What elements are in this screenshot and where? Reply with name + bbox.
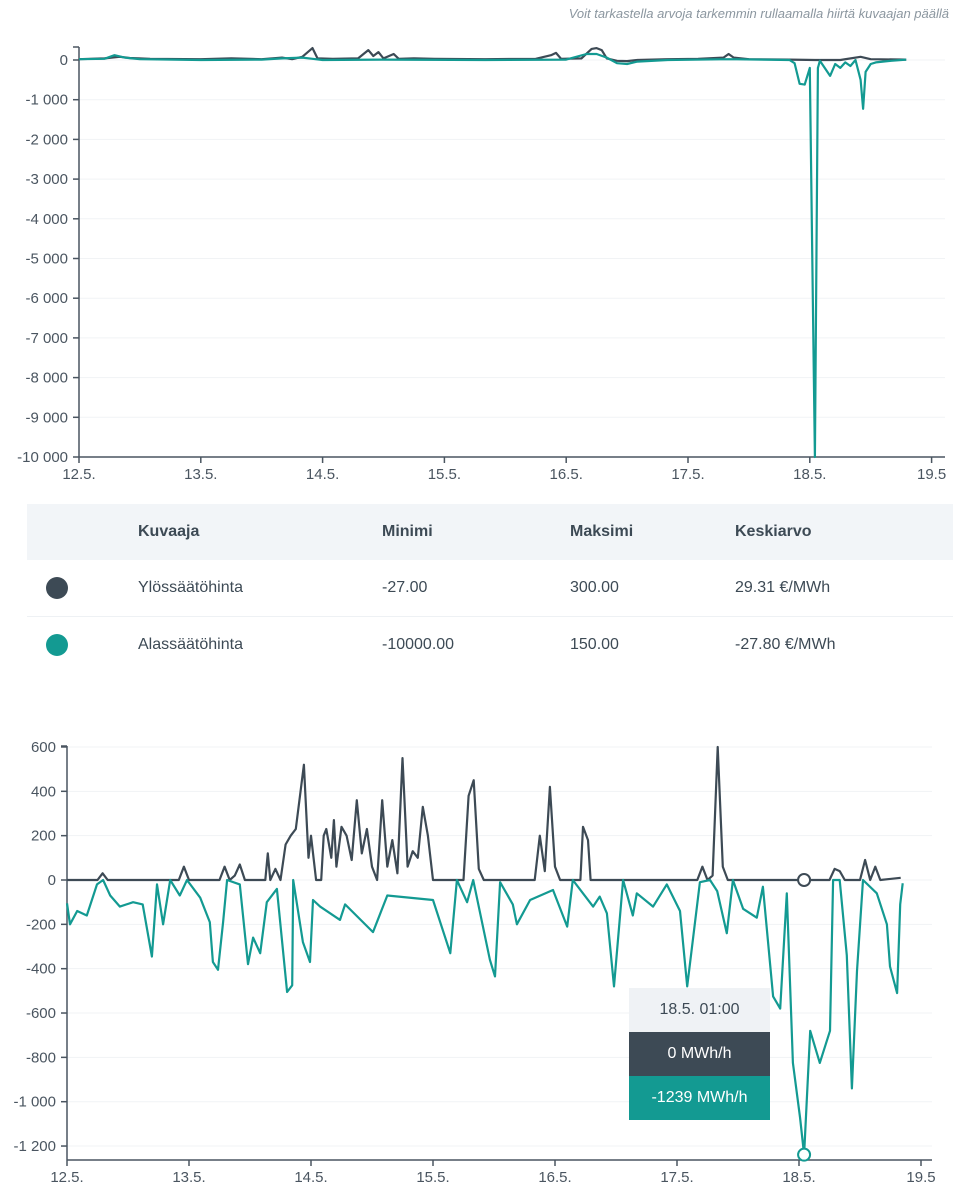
- y-tick-label: -4 000: [25, 211, 68, 228]
- series-name: Ylössäätöhinta: [138, 579, 243, 596]
- series-name: Alassäätöhinta: [138, 636, 243, 653]
- series-max: 150.00: [570, 636, 619, 653]
- x-tick-label: 16.5.: [550, 466, 583, 483]
- y-tick-label: -1 000: [25, 92, 68, 109]
- series-avg: -27.80 €/MWh: [735, 636, 836, 653]
- tooltip-down-value: -1239 MWh/h: [629, 1076, 770, 1120]
- y-tick-label: -8 000: [25, 370, 68, 387]
- y-tick-label: -1 000: [13, 1094, 56, 1111]
- y-tick-label: 0: [60, 52, 68, 69]
- y-tick-label: 0: [48, 872, 56, 889]
- y-tick-label: -10 000: [17, 449, 68, 466]
- y-tick-label: -200: [26, 916, 56, 933]
- header-chart: Kuvaaja: [138, 523, 200, 540]
- x-tick-label: 15.5.: [416, 1169, 449, 1186]
- series-line-alassäätöhinta: [78, 52, 907, 459]
- y-tick-label: -2 000: [25, 131, 68, 148]
- x-tick-label: 13.5.: [184, 466, 217, 483]
- x-tick-label: 18.5.: [782, 1169, 815, 1186]
- y-tick-label: 600: [31, 739, 56, 756]
- y-tick-label: -9 000: [25, 409, 68, 426]
- y-tick-label: 400: [31, 783, 56, 800]
- series-min: -27.00: [382, 579, 428, 596]
- chart-tooltip: 18.5. 01:00 0 MWh/h -1239 MWh/h: [629, 988, 770, 1120]
- series-min: -10000.00: [382, 636, 455, 653]
- stats-header-row: Kuvaaja Minimi Maksimi Keskiarvo: [27, 504, 953, 560]
- x-tick-label: 14.5.: [294, 1169, 327, 1186]
- header-min: Minimi: [382, 523, 433, 540]
- y-tick-label: -6 000: [25, 290, 68, 307]
- stats-row-down: Alassäätöhinta -10000.00 150.00 -27.80 €…: [27, 617, 953, 673]
- y-tick-label: -600: [26, 1005, 56, 1022]
- x-tick-label: 14.5.: [306, 466, 339, 483]
- series-line-alassäätö: [65, 878, 904, 1156]
- x-tick-label: 18.5.: [793, 466, 826, 483]
- series-color-dot: [46, 634, 68, 656]
- x-tick-label: 16.5.: [538, 1169, 571, 1186]
- volume-chart[interactable]: 600 400 200 0 -200 -400 -600 -800 -1 000 -1 200 12…: [0, 720, 975, 1200]
- stats-table: Kuvaaja Minimi Maksimi Keskiarvo Ylössää…: [27, 504, 953, 673]
- x-tick-label: 12.5.: [62, 466, 95, 483]
- y-tick-label: -400: [26, 961, 56, 978]
- y-tick-label: -1 200: [13, 1138, 56, 1155]
- tooltip-up-value: 0 MWh/h: [629, 1032, 770, 1076]
- x-tick-label: 19.5: [906, 1169, 935, 1186]
- header-avg: Keskiarvo: [735, 523, 812, 540]
- y-tick-label: -800: [26, 1049, 56, 1066]
- series-color-dot: [46, 577, 68, 599]
- series-avg: 29.31 €/MWh: [735, 579, 831, 596]
- series-max: 300.00: [570, 579, 619, 596]
- header-max: Maksimi: [570, 523, 634, 540]
- hover-marker-down: [797, 1147, 812, 1162]
- x-tick-label: 15.5.: [428, 466, 461, 483]
- tooltip-date: 18.5. 01:00: [629, 988, 770, 1032]
- y-tick-label: -7 000: [25, 330, 68, 347]
- hover-hint: Voit tarkastella arvoja tarkemmin rullaa…: [568, 6, 949, 21]
- x-tick-label: 17.5.: [671, 466, 704, 483]
- price-chart[interactable]: 0 -1 000 -2 000 -3 000 -4 000 -5 000 -6 000 -7 …: [0, 0, 975, 490]
- x-tick-label: 19.5: [917, 466, 946, 483]
- x-tick-label: 12.5.: [50, 1169, 83, 1186]
- x-tick-label: 13.5.: [172, 1169, 205, 1186]
- series-line-ylössäätö: [67, 745, 901, 882]
- hover-marker-up: [797, 873, 812, 887]
- y-tick-label: 200: [31, 828, 56, 845]
- x-tick-label: 17.5.: [660, 1169, 693, 1186]
- y-tick-label: -5 000: [25, 251, 68, 268]
- stats-row-up: Ylössäätöhinta -27.00 300.00 29.31 €/MWh: [27, 560, 953, 617]
- y-tick-label: -3 000: [25, 171, 68, 188]
